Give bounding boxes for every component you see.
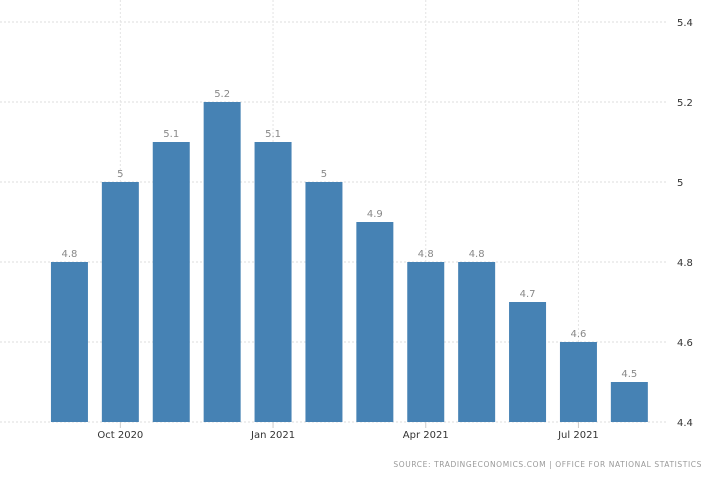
- data-label: 4.9: [367, 209, 383, 220]
- bar-apr-2021: [407, 262, 445, 422]
- y-tick-label: 4.4: [677, 418, 693, 429]
- data-label: 5.1: [163, 129, 179, 140]
- bar-feb-2021: [305, 182, 343, 422]
- y-tick-label: 5.4: [677, 18, 693, 29]
- bar-oct-2020: [101, 182, 139, 422]
- y-tick-label: 5.2: [677, 98, 693, 109]
- data-label: 4.8: [61, 249, 77, 260]
- source-note: SOURCE: TRADINGECONOMICS.COM | OFFICE FO…: [393, 460, 702, 469]
- data-label: 5: [117, 169, 123, 180]
- bar-may-2021: [458, 262, 496, 422]
- y-tick-label: 4.6: [677, 338, 693, 349]
- x-tick-label: Jan 2021: [250, 430, 295, 441]
- y-tick-label: 4.8: [677, 258, 693, 269]
- data-label: 4.7: [520, 289, 536, 300]
- x-tick-label: Oct 2020: [97, 430, 143, 441]
- data-label: 5: [321, 169, 327, 180]
- data-label: 5.2: [214, 89, 230, 100]
- bar-jul-2021: [559, 342, 597, 422]
- data-label: 4.6: [570, 329, 586, 340]
- y-tick-label: 5: [677, 178, 683, 189]
- bar-jan-2021: [254, 142, 292, 422]
- x-tick-label: Jul 2021: [557, 430, 599, 441]
- bar-sep-2020: [50, 262, 88, 422]
- bar-nov-2020: [152, 142, 190, 422]
- data-label: 5.1: [265, 129, 281, 140]
- data-label: 4.8: [469, 249, 485, 260]
- x-tick-label: Apr 2021: [403, 430, 449, 441]
- data-label: 4.8: [418, 249, 434, 260]
- bar-jun-2021: [509, 302, 547, 422]
- bar-dec-2020: [203, 102, 241, 422]
- bar-aug-2021: [610, 382, 648, 422]
- bar-mar-2021: [356, 222, 394, 422]
- data-label: 4.5: [621, 369, 637, 380]
